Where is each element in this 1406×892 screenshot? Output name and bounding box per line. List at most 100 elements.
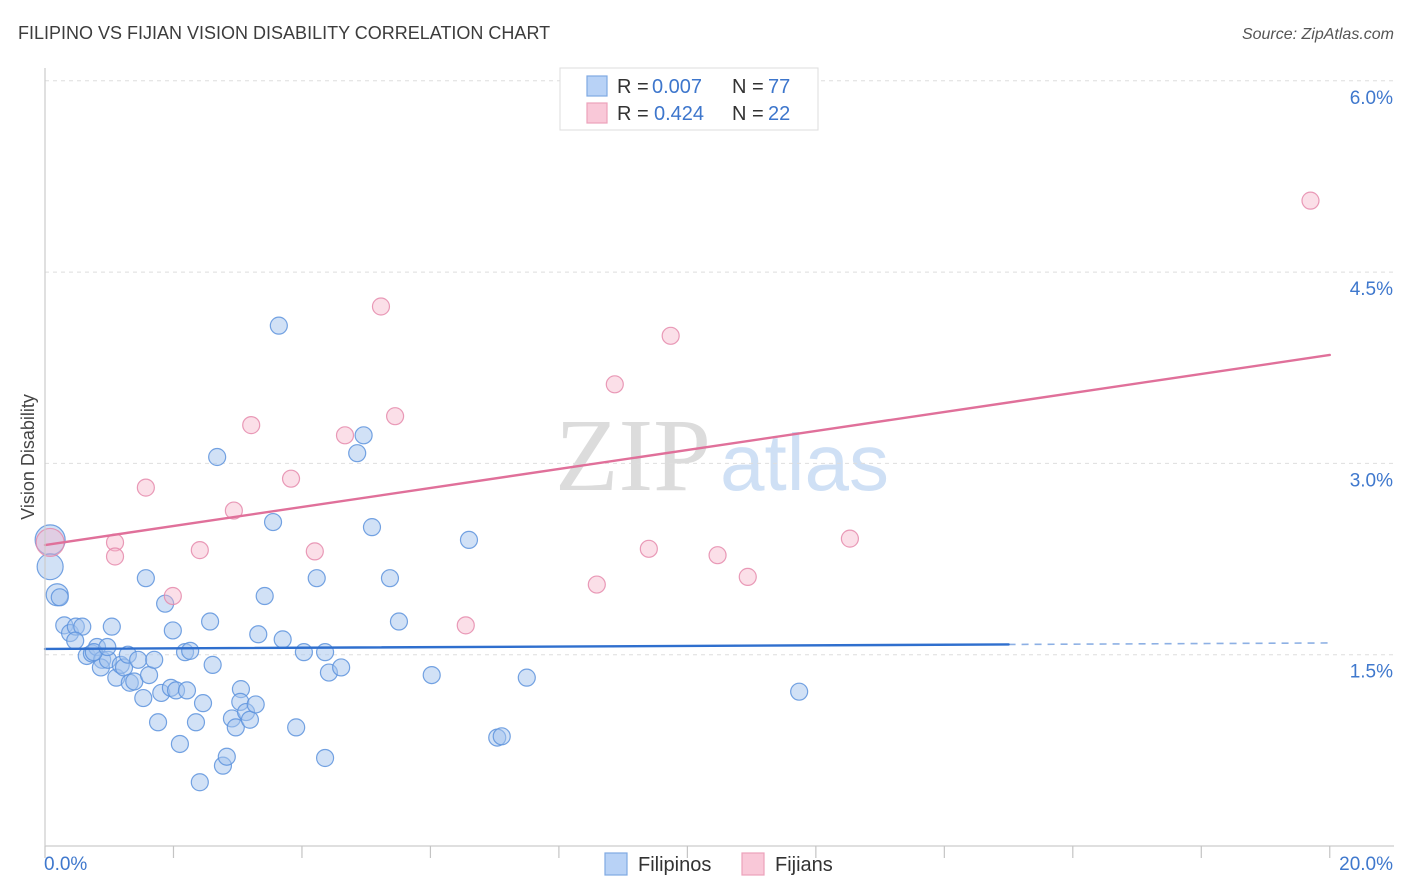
tick-labels-layer: 1.5% 3.0% 4.5% 6.0% 0.0% 20.0% <box>44 88 1393 875</box>
legend-label-fijians: Fijians <box>775 854 833 876</box>
x-tick-label: 0.0% <box>44 854 87 875</box>
filipinos-point <box>315 748 335 768</box>
filipinos-point <box>36 553 64 581</box>
filipinos-point <box>273 630 292 649</box>
y-tick-label: 3.0% <box>1350 470 1393 491</box>
stats-legend: R = 0.007 N = 77 R = 0.424 N = 22 <box>559 67 819 131</box>
fijians-point <box>738 567 757 586</box>
filipinos-point <box>287 718 306 737</box>
filipinos-point <box>332 658 351 677</box>
trend-lines-layer <box>43 353 1331 651</box>
stats-row-fijians: R = 0.424 N = 22 <box>586 102 790 125</box>
fijians-point <box>242 416 261 435</box>
fijians-point <box>456 616 475 635</box>
filipinos-point <box>517 668 536 687</box>
watermark-atlas: atlas <box>720 418 889 507</box>
filipinos-point <box>208 447 227 467</box>
filipinos-point <box>354 426 373 445</box>
filipinos-point <box>492 727 511 746</box>
chart-title: FILIPINO VS FIJIAN VISION DISABILITY COR… <box>18 23 550 43</box>
filipinos-point <box>50 588 69 607</box>
x-tick-label: 20.0% <box>1339 854 1393 875</box>
legend-swatch-filipinos <box>604 852 628 876</box>
filipinos-point <box>102 617 121 636</box>
filipinos-point <box>163 621 182 640</box>
filipinos-r-value: 0.007 <box>652 76 702 98</box>
filipinos-point <box>269 316 288 335</box>
filipinos-point <box>203 655 222 674</box>
filipinos-point <box>186 713 206 732</box>
filipinos-point <box>170 734 189 754</box>
filipinos-point <box>190 773 209 792</box>
r-label: R = <box>617 103 649 125</box>
legend-swatch-fijians <box>741 852 765 876</box>
fijians-point <box>661 326 680 345</box>
stats-row-filipinos: R = 0.007 N = 77 <box>586 75 790 98</box>
filipinos-point <box>380 569 400 588</box>
filipinos-point <box>177 681 197 700</box>
filipinos-point <box>148 713 168 732</box>
filipinos-point <box>129 650 148 669</box>
filipinos-point <box>139 665 159 685</box>
filipinos-point <box>240 710 260 729</box>
filipinos-trend-line-extension <box>1008 642 1330 646</box>
filipinos-point <box>263 512 283 532</box>
fijians-point <box>136 478 155 497</box>
fijians-point <box>371 297 391 316</box>
filipinos-point <box>362 518 382 537</box>
y-tick-label: 6.0% <box>1350 88 1393 109</box>
fijians-n-value: 22 <box>768 103 790 125</box>
source-credit: Source: ZipAtlas.com <box>1242 26 1394 43</box>
filipinos-point <box>249 625 268 644</box>
fijians-point <box>1301 191 1320 210</box>
fijians-point <box>224 501 243 520</box>
n-label: N = <box>732 76 764 98</box>
filipinos-n-value: 77 <box>768 76 790 98</box>
axes-layer <box>44 68 1394 858</box>
filipinos-point <box>294 643 313 662</box>
fijians-point <box>281 469 301 488</box>
series-legend: Filipinos Fijians <box>604 852 833 876</box>
filipinos-point <box>459 530 479 550</box>
filipinos-point <box>315 643 335 662</box>
grid-layer <box>45 80 1394 656</box>
filipinos-point <box>200 612 220 631</box>
fijians-point <box>587 575 606 594</box>
fijians-point <box>335 426 355 445</box>
filipinos-point <box>422 665 441 685</box>
filipinos-point <box>181 641 200 660</box>
filipinos-point <box>217 747 236 766</box>
y-axis-label: Vision Disability <box>18 394 38 520</box>
fijians-point <box>190 541 209 560</box>
filipinos-point <box>389 612 409 631</box>
fijians-point <box>385 407 405 426</box>
legend-label-filipinos: Filipinos <box>638 854 711 876</box>
filipinos-point <box>145 650 164 669</box>
r-label: R = <box>617 76 649 98</box>
fijians-point <box>840 529 860 548</box>
filipinos-point <box>255 586 274 606</box>
fijians-r-value: 0.424 <box>654 103 704 125</box>
n-label: N = <box>732 103 764 125</box>
fijians-trend-line <box>43 353 1331 547</box>
fijians-point <box>305 542 324 561</box>
filipinos-point <box>790 682 809 701</box>
filipinos-point <box>348 444 367 463</box>
filipinos-point <box>66 631 85 650</box>
filipinos-trend-line <box>43 643 1010 651</box>
fijians-swatch <box>586 102 608 124</box>
filipinos-point <box>193 694 213 713</box>
filipinos-point <box>156 594 175 613</box>
filipinos-point <box>134 688 153 708</box>
zipatlas-watermark: ZIP atlas <box>555 398 889 513</box>
fijians-point <box>605 375 624 394</box>
filipinos-point <box>98 637 117 657</box>
filipinos-swatch <box>586 75 608 97</box>
fijians-point <box>105 547 125 566</box>
filipinos-point <box>226 718 245 737</box>
fijians-point <box>163 586 182 606</box>
y-tick-label: 4.5% <box>1350 279 1393 300</box>
filipinos-point <box>136 569 155 588</box>
y-tick-label: 1.5% <box>1350 662 1393 683</box>
